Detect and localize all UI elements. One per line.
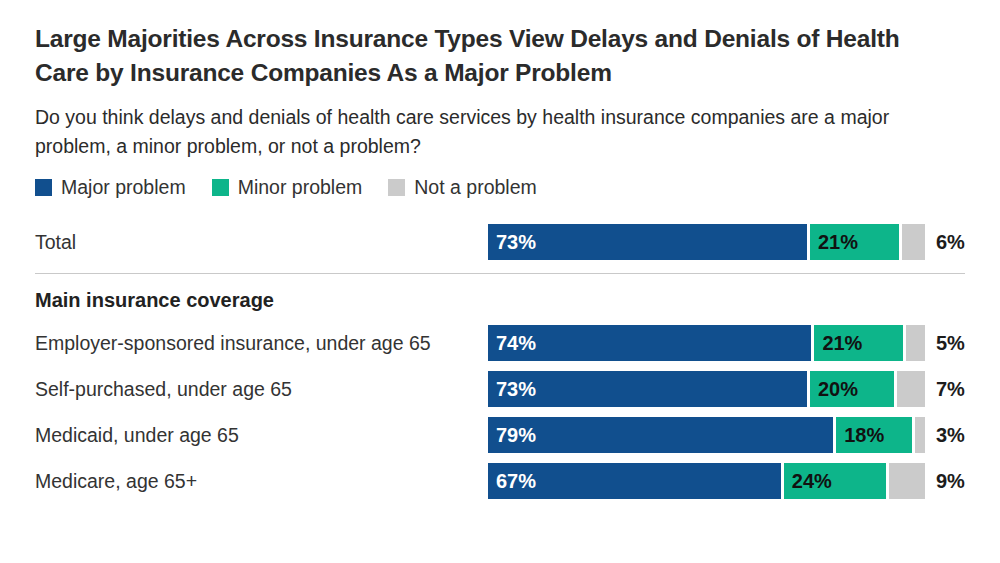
row-label: Total xyxy=(35,231,488,254)
bar-track: 73% 20% xyxy=(488,371,925,407)
bar-row: Medicaid, under age 6579% 18% 3% xyxy=(35,417,965,453)
bar-row: Medicare, age 65+67% 24% 9% xyxy=(35,463,965,499)
bar-segment-minor: 21% xyxy=(814,325,903,361)
bar-segment-major: 79% xyxy=(488,417,833,453)
bar-value-label: 74% xyxy=(488,332,536,355)
legend-label-not: Not a problem xyxy=(414,176,536,199)
row-label: Employer-sponsored insurance, under age … xyxy=(35,332,488,355)
bar-segment-major: 73% xyxy=(488,224,807,260)
legend-label-major: Major problem xyxy=(61,176,186,199)
bar-value-label: 21% xyxy=(810,231,858,254)
bar-value-label: 21% xyxy=(814,332,862,355)
bar-value-label: 18% xyxy=(836,424,884,447)
legend-item-major: Major problem xyxy=(35,176,186,199)
bar-segment-major: 73% xyxy=(488,371,807,407)
bar-segment-minor: 21% xyxy=(810,224,899,260)
bar-segment-not xyxy=(906,325,925,361)
bar-segment-not xyxy=(902,224,925,260)
bar-track: 74% 21% xyxy=(488,325,925,361)
legend-swatch-not-icon xyxy=(388,179,405,196)
row-label: Medicare, age 65+ xyxy=(35,470,488,493)
legend-label-minor: Minor problem xyxy=(238,176,363,199)
legend-swatch-minor-icon xyxy=(212,179,229,196)
chart-title: Large Majorities Across Insurance Types … xyxy=(35,22,947,90)
row-label: Self-purchased, under age 65 xyxy=(35,378,488,401)
bar-value-label-outside: 7% xyxy=(936,378,965,401)
legend-item-minor: Minor problem xyxy=(212,176,363,199)
bar-segment-minor: 20% xyxy=(810,371,894,407)
bar-value-label-outside: 3% xyxy=(936,424,965,447)
section-header: Main insurance coverage xyxy=(35,289,965,312)
bar-value-label: 24% xyxy=(784,470,832,493)
bar-track: 73% 21% xyxy=(488,224,925,260)
bar-value-label: 20% xyxy=(810,378,858,401)
bar-segment-minor: 24% xyxy=(784,463,886,499)
section-divider xyxy=(35,273,965,274)
bar-segment-not xyxy=(889,463,925,499)
bar-value-label-outside: 5% xyxy=(936,332,965,355)
chart-page: Large Majorities Across Insurance Types … xyxy=(0,0,1000,563)
bar-row: Total73% 21% 6% xyxy=(35,224,965,260)
legend: Major problem Minor problem Not a proble… xyxy=(35,176,965,199)
bar-value-label: 67% xyxy=(488,470,536,493)
bar-track: 79% 18% xyxy=(488,417,925,453)
bar-value-label: 73% xyxy=(488,231,536,254)
bar-segment-major: 74% xyxy=(488,325,811,361)
legend-swatch-major-icon xyxy=(35,179,52,196)
bar-chart: Total73%21%6%Main insurance coverageEmpl… xyxy=(35,224,965,499)
bar-value-label-outside: 9% xyxy=(936,470,965,493)
bar-value-label: 79% xyxy=(488,424,536,447)
legend-item-not: Not a problem xyxy=(388,176,536,199)
bar-segment-not xyxy=(915,417,925,453)
bar-segment-major: 67% xyxy=(488,463,781,499)
bar-track: 67% 24% xyxy=(488,463,925,499)
bar-value-label: 73% xyxy=(488,378,536,401)
bar-value-label-outside: 6% xyxy=(936,231,965,254)
bar-row: Employer-sponsored insurance, under age … xyxy=(35,325,965,361)
bar-segment-minor: 18% xyxy=(836,417,912,453)
bar-segment-not xyxy=(897,371,925,407)
bar-row: Self-purchased, under age 6573% 20% 7% xyxy=(35,371,965,407)
row-label: Medicaid, under age 65 xyxy=(35,424,488,447)
chart-subtitle: Do you think delays and denials of healt… xyxy=(35,103,965,161)
